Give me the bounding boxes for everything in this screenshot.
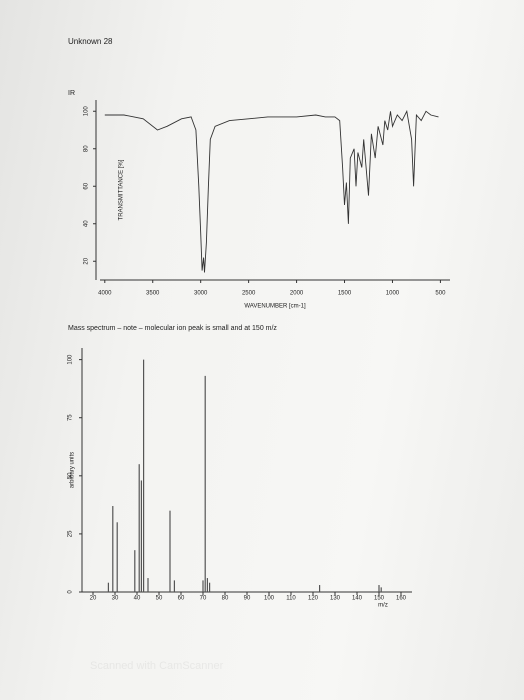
x-tick-label: 4000 xyxy=(98,291,112,297)
y-tick-label: 75 xyxy=(68,414,74,421)
peak xyxy=(112,506,114,592)
peak xyxy=(138,464,140,592)
peak xyxy=(147,578,149,592)
x-tick-label: 500 xyxy=(435,291,446,297)
y-tick-label: 100 xyxy=(68,354,74,365)
x-axis-title: WAVENUMBER [cm-1] xyxy=(244,304,306,310)
peak xyxy=(204,375,206,592)
peak xyxy=(143,359,145,592)
x-tick-label: 90 xyxy=(244,596,251,602)
y-tick-label: 80 xyxy=(84,145,90,152)
x-tick-label: 3000 xyxy=(194,291,208,297)
x-tick-label: 3500 xyxy=(146,291,160,297)
y-tick-label: 0 xyxy=(68,590,74,594)
y-tick-label: 25 xyxy=(68,530,74,537)
y-tick-label: 100 xyxy=(84,106,90,117)
x-tick-label: 160 xyxy=(396,596,407,602)
y-tick-label: 40 xyxy=(84,220,90,227)
x-tick-label: 30 xyxy=(112,596,119,602)
x-tick-label: 110 xyxy=(286,596,296,602)
y-tick-label: 20 xyxy=(84,257,90,264)
peak xyxy=(202,580,204,592)
x-axis-title: m/z xyxy=(378,603,388,609)
x-tick-label: 1000 xyxy=(386,291,400,297)
x-tick-label: 60 xyxy=(178,596,185,602)
spectrum-line xyxy=(104,109,439,273)
peak xyxy=(107,582,109,592)
x-tick-label: 80 xyxy=(222,596,229,602)
y-tick-label: 60 xyxy=(84,182,90,189)
peak xyxy=(134,550,136,592)
chart-title: IR xyxy=(68,90,75,97)
x-tick-label: 70 xyxy=(200,596,207,602)
y-tick-label: 50 xyxy=(68,472,74,479)
x-tick-label: 2500 xyxy=(242,291,256,297)
y-axis-title: arbitrary units xyxy=(70,452,76,488)
chart-title: Mass spectrum – note – molecular ion pea… xyxy=(68,325,277,332)
x-tick-label: 100 xyxy=(264,596,275,602)
x-tick-label: 40 xyxy=(134,596,141,602)
x-tick-label: 150 xyxy=(374,596,385,602)
peak xyxy=(116,522,118,592)
peak xyxy=(169,510,171,592)
peak xyxy=(209,582,211,592)
x-tick-label: 20 xyxy=(90,596,97,602)
peak xyxy=(206,578,208,592)
peak xyxy=(380,587,382,592)
x-tick-label: 120 xyxy=(308,596,319,602)
peak xyxy=(319,585,321,592)
x-tick-label: 2000 xyxy=(290,291,304,297)
x-tick-label: 50 xyxy=(156,596,163,602)
peak xyxy=(140,480,142,592)
peak xyxy=(378,585,380,592)
x-tick-label: 140 xyxy=(352,596,363,602)
x-tick-label: 130 xyxy=(330,596,341,602)
watermark: Scanned with CamScanner xyxy=(90,660,224,672)
y-axis-title: TRANSMITTANCE [%] xyxy=(119,159,125,220)
page-title: Unknown 28 xyxy=(68,37,113,46)
peak xyxy=(173,580,175,592)
x-tick-label: 1500 xyxy=(338,291,352,297)
